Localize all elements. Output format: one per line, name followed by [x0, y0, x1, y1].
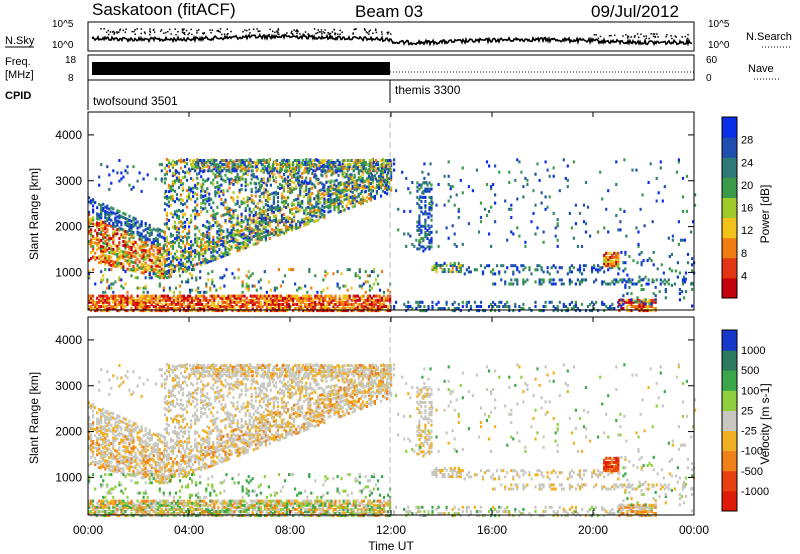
- colorbar-tick-label: 24: [741, 157, 753, 169]
- colorbar-swatch: [722, 470, 737, 492]
- colorbar-tick-label: -500: [741, 466, 763, 478]
- noise-right-label: N.Search: [746, 31, 792, 43]
- freq-tick-bottom: 8: [68, 73, 74, 84]
- colorbar-swatch: [722, 177, 737, 198]
- colorbar-swatch: [722, 350, 737, 371]
- xaxis-tick-label: 04:00: [174, 523, 204, 537]
- colorbar-tick-label: 25: [741, 405, 753, 417]
- noise-right-tick-top: 10^5: [708, 19, 730, 30]
- noise-left-tick-bottom: 10^0: [52, 40, 74, 51]
- xaxis-tick-label: 00:00: [73, 523, 103, 537]
- power-ylabel: Slant Range [km]: [27, 168, 41, 260]
- colorbar-swatch: [722, 157, 737, 178]
- xaxis-tick-label: 20:00: [578, 523, 608, 537]
- colorbar-tick-label: 20: [741, 180, 753, 192]
- xaxis-tick-label: 12:00: [376, 523, 406, 537]
- noise-right-tick-bottom: 10^0: [708, 40, 730, 51]
- velocity-colorbar-label: Velocity [m s-1]: [758, 383, 772, 464]
- colorbar-swatch: [722, 450, 737, 472]
- cpid-mode-1: twofsound 3501: [93, 94, 178, 108]
- colorbar-swatch: [722, 237, 737, 259]
- power-colorbar: 28 24 20 16 12 8 4: [721, 116, 753, 299]
- xaxis-tick-label: 16:00: [477, 523, 507, 537]
- xaxis-tick-label: 08:00: [275, 523, 305, 537]
- colorbar-tick-label: 4: [741, 270, 747, 282]
- colorbar-tick-label: 1000: [741, 345, 765, 357]
- velocity-panel: 4000 3000 2000 1000 Slant Range [km] 1000 50…: [27, 316, 772, 518]
- ytick-label: 4000: [55, 128, 82, 142]
- frequency-trace: [92, 62, 390, 75]
- xaxis-tick-label: 00:00: [679, 523, 709, 537]
- colorbar-swatch: [722, 197, 737, 219]
- colorbar-swatch: [722, 277, 737, 299]
- ytick-label: 2000: [55, 425, 82, 439]
- frequency-panel: Freq. [MHz] 18 8 60 0 Nave: [5, 54, 781, 84]
- ytick-label: 4000: [55, 333, 82, 347]
- colorbar-swatch: [722, 490, 737, 512]
- cpid-mode-2: themis 3300: [395, 83, 461, 97]
- colorbar-tick-label: -1000: [741, 486, 769, 498]
- cpid-label: CPID: [5, 90, 31, 102]
- freq-label-1: Freq.: [5, 56, 31, 68]
- colorbar-tick-label: -25: [741, 426, 757, 438]
- power-panel: 4000 3000 2000 1000 Slant Range [km] 28 24 20…: [27, 111, 772, 313]
- velocity-data: [88, 362, 697, 518]
- colorbar-swatch: [722, 390, 737, 411]
- beam-title: Beam 03: [355, 2, 423, 21]
- colorbar-tick-label: 16: [741, 203, 753, 215]
- colorbar-swatch: [722, 330, 737, 351]
- colorbar-tick-label: 28: [741, 135, 753, 147]
- colorbar-tick-label: 100: [741, 385, 759, 397]
- date-title: 09/Jul/2012: [591, 2, 679, 21]
- noise-panel-frame: [87, 21, 695, 52]
- velocity-ylabel: Slant Range [km]: [27, 372, 41, 464]
- site-title: Saskatoon (fitACF): [92, 0, 236, 19]
- colorbar-tick-label: 8: [741, 248, 747, 260]
- cpid-panel: CPID twofsound 3501 themis 3300: [5, 80, 461, 110]
- velocity-colorbar: 1000 500 100 25 -25 -100 -500 -1000: [721, 329, 769, 512]
- nave-tick-bottom: 0: [706, 73, 712, 84]
- colorbar-swatch: [722, 217, 737, 239]
- colorbar-swatch: [722, 410, 737, 432]
- noise-panel: N.Sky 10^5 10^0 10^5 10^0 N.Search: [5, 19, 792, 52]
- nave-label: Nave: [748, 63, 774, 75]
- colorbar-swatch: [722, 117, 737, 138]
- freq-tick-top: 18: [65, 55, 77, 66]
- power-data: [88, 157, 697, 313]
- colorbar-swatch: [722, 430, 737, 452]
- noise-left-tick-top: 10^5: [52, 19, 74, 30]
- ytick-label: 3000: [55, 379, 82, 393]
- frequency-panel-frame: [87, 54, 695, 81]
- colorbar-tick-label: 12: [741, 225, 753, 237]
- ytick-label: 3000: [55, 174, 82, 188]
- noise-trace: [91, 28, 693, 47]
- power-colorbar-label: Power [dB]: [758, 185, 772, 244]
- colorbar-tick-label: -100: [741, 446, 763, 458]
- time-axis: 00:00 04:00 08:00 12:00 16:00 20:00 00:00: [73, 112, 709, 537]
- ytick-label: 1000: [55, 470, 82, 484]
- noise-left-label: N.Sky: [5, 35, 35, 47]
- ytick-label: 1000: [55, 265, 82, 279]
- ytick-label: 2000: [55, 220, 82, 234]
- colorbar-tick-label: 500: [741, 365, 759, 377]
- colorbar-swatch: [722, 257, 737, 279]
- xaxis-label: Time UT: [368, 539, 414, 553]
- nave-tick-top: 60: [706, 55, 718, 66]
- colorbar-swatch: [722, 370, 737, 391]
- colorbar-swatch: [722, 137, 737, 158]
- freq-label-2: [MHz]: [5, 69, 34, 81]
